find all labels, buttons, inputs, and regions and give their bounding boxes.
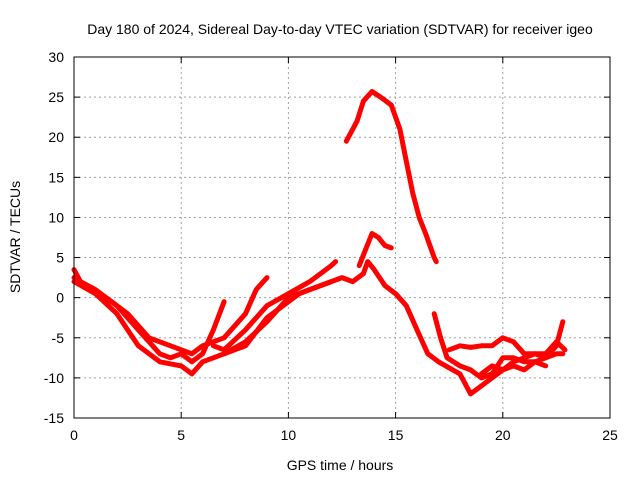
y-tick-label: 10 [48,209,64,225]
y-tick-label: 15 [48,169,64,185]
x-axis-label: GPS time / hours [287,457,394,473]
series-trace-5 [221,259,549,397]
y-tick-label: -5 [52,330,65,346]
series-trace-7 [343,89,439,265]
series-trace-2 [71,275,270,357]
x-tick-label: 10 [281,427,297,443]
x-tick-label: 0 [70,427,78,443]
y-tick-label: -10 [44,370,64,386]
y-tick-label: 25 [48,89,64,105]
x-tick-label: 5 [177,427,185,443]
y-tick-label: 30 [48,49,64,65]
x-tick-label: 20 [495,427,511,443]
y-axis-label: SDTVAR / TECUs [7,181,23,293]
data-series [71,89,568,397]
y-tick-label: 20 [48,129,64,145]
series-trace-9 [446,335,568,357]
chart-title: Day 180 of 2024, Sidereal Day-to-day VTE… [87,21,593,37]
y-tick-label: -15 [44,410,64,426]
series-trace-6 [356,231,394,269]
series-trace-4 [210,259,339,353]
plot-frame [73,56,611,419]
series-trace-10 [478,319,566,377]
y-tick-label: 0 [56,290,64,306]
y-tick-label: 5 [56,250,64,266]
x-tick-label: 25 [602,427,618,443]
x-tick-label: 15 [388,427,404,443]
axis-ticks: 0 5 10 15 20 25 -15 -10 -5 0 5 10 15 20 25 30 [44,49,618,443]
